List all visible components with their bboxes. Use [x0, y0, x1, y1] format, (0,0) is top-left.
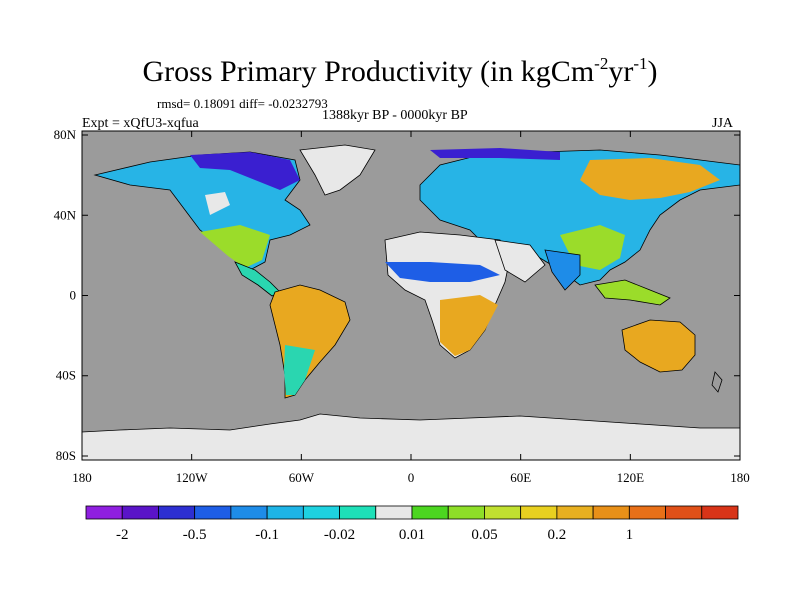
lat-tick-label: 80N: [54, 127, 77, 142]
season-label: JJA: [712, 116, 734, 131]
longitude-axis: 180 120W 60W 0 60E 120E 180: [72, 131, 750, 485]
africa-south: [440, 295, 498, 356]
colorbar-box: [556, 505, 594, 520]
colorbar-box: [520, 505, 558, 520]
india: [544, 249, 581, 291]
new-zealand: [711, 371, 723, 393]
colorbar-label: -0.5: [183, 527, 207, 543]
north-america-south: [200, 225, 270, 268]
lon-tick-label: 120E: [617, 470, 645, 485]
se-asia: [594, 279, 671, 306]
colorbar-box: [302, 505, 340, 520]
lon-tick-label: 60E: [510, 470, 531, 485]
lon-tick-label: 120W: [176, 470, 209, 485]
colorbar-label: -2: [116, 527, 129, 543]
colorbar-label: 0.05: [471, 527, 497, 543]
australia: [621, 319, 696, 373]
siberia-change: [580, 158, 720, 200]
title-exponent-2: -1: [633, 54, 648, 73]
colorbar-box: [194, 505, 232, 520]
colorbar-label: -0.02: [324, 527, 355, 543]
colorbar-label: -0.1: [255, 527, 279, 543]
africa-sahel: [385, 262, 500, 282]
period-label: 1388kyr BP - 0000kyr BP: [322, 108, 468, 123]
colorbar-label: 0.2: [548, 527, 567, 543]
map-title: Gross Primary Productivity (in kgCm-2yr-…: [0, 55, 800, 89]
colorbar-labels: -2 -0.5 -0.1 -0.02 0.01 0.05 0.2 1: [116, 527, 633, 543]
antarctica: [82, 413, 740, 460]
latitude-axis: 80N 40N 0 40S 80S: [54, 127, 740, 463]
lat-tick-label: 40S: [56, 368, 76, 383]
lon-tick-label: 0: [408, 470, 415, 485]
title-exponent-1: -2: [594, 54, 609, 73]
arctic-strip: [430, 148, 560, 160]
north-america-west: [205, 192, 230, 215]
lat-tick-label: 0: [70, 288, 77, 303]
title-text: Gross Primary Productivity (in kgCm: [142, 55, 595, 88]
greenland: [299, 144, 376, 196]
colorbar-box: [701, 505, 739, 520]
colorbar-box: [121, 505, 159, 520]
colorbar-box: [411, 505, 449, 520]
colorbar: [85, 505, 739, 520]
colorbar-box: [339, 505, 377, 520]
lat-tick-label: 80S: [56, 448, 76, 463]
colorbar-label: 1: [626, 527, 634, 543]
colorbar-box: [85, 505, 123, 520]
lon-tick-label: 180: [730, 470, 750, 485]
colorbar-box: [484, 505, 522, 520]
colorbar-box: [158, 505, 196, 520]
colorbar-label: 0.01: [399, 527, 425, 543]
stats-text: rmsd= 0.18091 diff= -0.0232793: [157, 96, 328, 111]
arabia: [494, 239, 546, 283]
experiment-label: Expt = xQfU3-xqfua: [82, 116, 199, 131]
colorbar-box: [628, 505, 666, 520]
map-field: [82, 144, 740, 460]
colorbar-box: [375, 505, 413, 520]
north-america-north: [190, 152, 300, 190]
lon-tick-label: 60W: [289, 470, 315, 485]
lon-tick-label: 180: [72, 470, 92, 485]
colorbar-box: [447, 505, 485, 520]
title-text-unit: yr: [608, 55, 634, 88]
title-close: ): [647, 55, 658, 88]
colorbar-box: [230, 505, 268, 520]
south-america-south: [284, 345, 315, 395]
lat-tick-label: 40N: [54, 207, 77, 222]
colorbar-box: [266, 505, 304, 520]
colorbar-box: [592, 505, 630, 520]
colorbar-box: [665, 505, 703, 520]
